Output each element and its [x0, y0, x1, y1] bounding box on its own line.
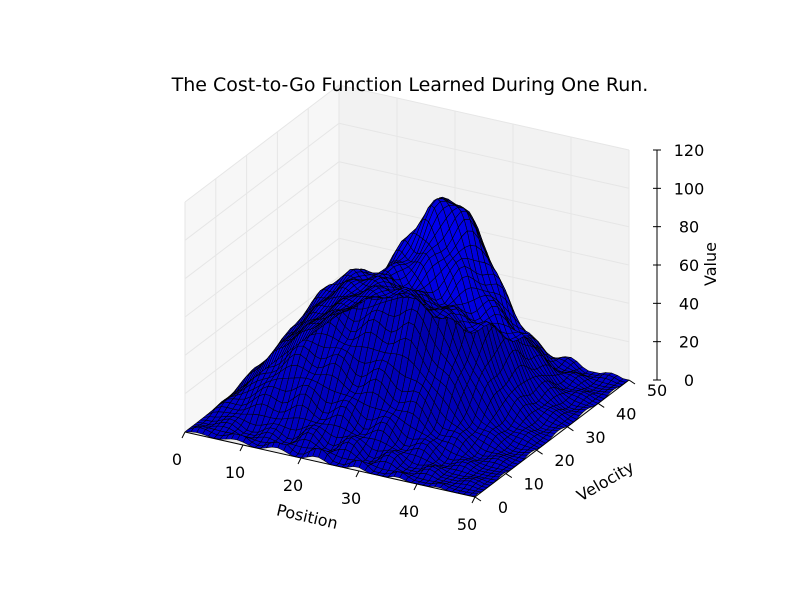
y-tick-mark [505, 473, 513, 479]
y-tick-label: 50 [647, 381, 667, 400]
x-tick-label: 10 [225, 463, 245, 482]
z-axis-label: Value [701, 242, 720, 286]
x-tick-mark [471, 496, 476, 504]
x-axis-line [184, 431, 476, 498]
y-tick-mark [597, 402, 605, 408]
surface-mesh [184, 196, 630, 497]
y-axis-label: Velocity [573, 457, 637, 505]
y-tick-label: 30 [585, 428, 605, 447]
x-tick-label: 30 [341, 489, 361, 508]
z-tick-label: 20 [679, 333, 699, 352]
y-tick-label: 0 [498, 498, 508, 517]
x-tick-label: 0 [172, 450, 182, 469]
y-tick-mark [628, 379, 636, 385]
y-axis-line [474, 379, 630, 498]
y-tick-mark [567, 426, 574, 432]
x-tick-mark [239, 444, 244, 452]
y-tick-label: 20 [554, 451, 574, 470]
x-tick-label: 50 [457, 515, 477, 534]
z-tick-label: 40 [679, 294, 699, 313]
y-tick-label: 10 [524, 475, 544, 494]
z-tick-label: 60 [679, 256, 699, 275]
x-tick-mark [413, 483, 418, 491]
z-tick-label: 100 [674, 179, 705, 198]
y-tick-mark [536, 449, 543, 455]
chart-title: The Cost-to-Go Function Learned During O… [171, 74, 649, 96]
x-tick-label: 20 [283, 476, 303, 495]
surface-cell [335, 310, 346, 317]
y-tick-label: 40 [616, 404, 636, 423]
z-tick-label: 80 [679, 218, 699, 237]
x-tick-label: 40 [399, 502, 419, 521]
axes [181, 149, 661, 504]
z-tick-label: 120 [674, 141, 705, 160]
x-tick-mark [297, 457, 302, 465]
y-tick-mark [474, 496, 482, 502]
z-tick-label: 0 [684, 371, 694, 390]
x-tick-mark [355, 470, 360, 478]
x-tick-mark [181, 431, 186, 439]
x-axis-label: Position [275, 500, 340, 533]
